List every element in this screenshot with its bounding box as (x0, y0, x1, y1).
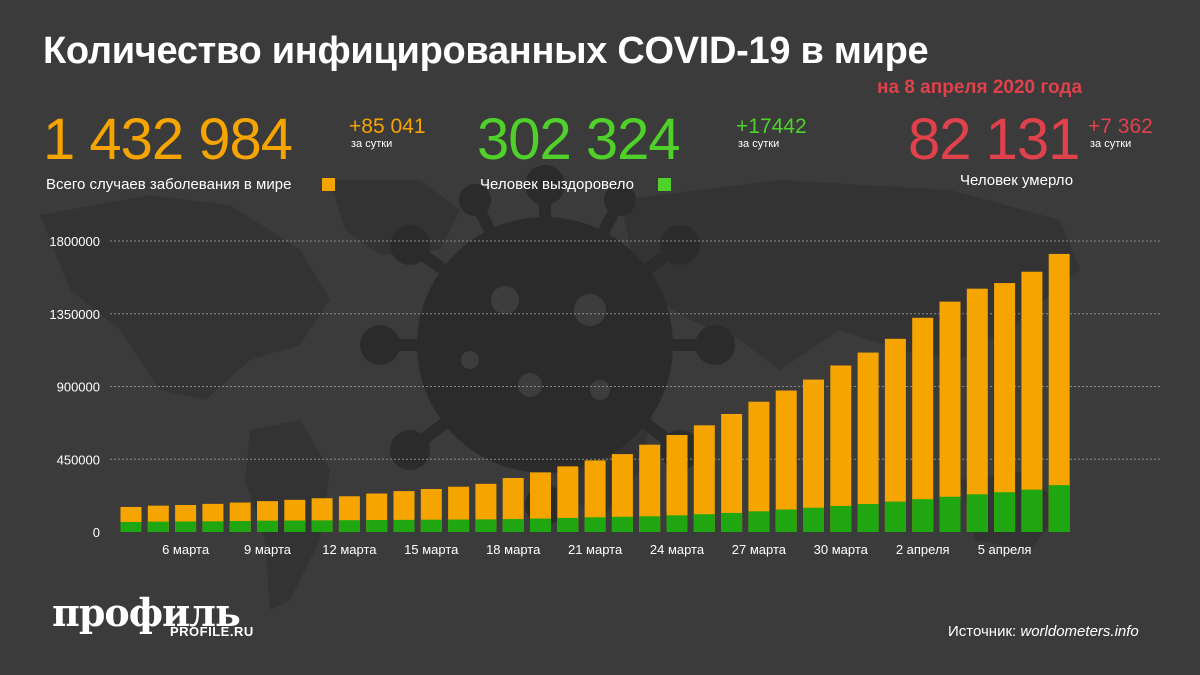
bar-recovered (611, 516, 633, 532)
cases-value: 1 432 984 (43, 107, 293, 172)
bar-recovered (803, 507, 824, 532)
y-tick-label: 1800000 (49, 234, 100, 249)
x-tick-label: 24 марта (650, 542, 705, 557)
recovered-delta: +17442 (736, 115, 807, 138)
bar-recovered (502, 519, 524, 532)
profile-logo-url: PROFILE.RU (170, 624, 254, 639)
bar-cases (748, 401, 770, 532)
cases-delta: +85 041 (349, 115, 426, 138)
recovered-value: 302 324 (477, 107, 681, 172)
deaths-per-day: за сутки (1090, 138, 1132, 150)
bar-cases (584, 460, 606, 532)
bar-recovered (366, 520, 388, 532)
cases-swatch (322, 178, 335, 191)
bar-cases (994, 283, 1016, 532)
x-tick-label: 15 марта (404, 542, 459, 557)
bar-cases (966, 288, 988, 532)
bar-cases (912, 317, 934, 532)
bar-cases (557, 466, 579, 532)
recovered-label: Человек выздоровело (480, 176, 634, 193)
bar-recovered (420, 519, 442, 532)
bar-recovered (393, 519, 415, 532)
x-tick-label: 6 марта (162, 542, 210, 557)
bar-recovered (202, 521, 224, 532)
bar-recovered (1048, 485, 1070, 532)
bar-recovered (884, 501, 906, 532)
recovered-per-day: за сутки (738, 138, 780, 150)
bar-recovered (1021, 489, 1043, 532)
bar-cases (884, 338, 906, 532)
x-tick-label: 9 марта (244, 542, 292, 557)
bar-recovered (475, 519, 497, 532)
bar-recovered (120, 521, 142, 532)
y-tick-label: 1350000 (49, 307, 100, 322)
deaths-delta: +7 362 (1088, 115, 1153, 138)
bar-recovered (584, 517, 606, 532)
bar-recovered (639, 516, 661, 532)
bar-recovered (693, 514, 715, 532)
bar-recovered (830, 505, 852, 532)
x-tick-label: 12 марта (322, 542, 377, 557)
deaths-value: 82 131 (908, 107, 1080, 172)
bar-recovered (284, 520, 306, 532)
bar-recovered (721, 512, 743, 532)
recovered-swatch (658, 178, 671, 191)
bar-recovered (994, 492, 1016, 532)
bar-recovered (147, 521, 169, 532)
bar-recovered (912, 499, 934, 532)
bar-cases (857, 352, 879, 532)
source-label: Источник: (948, 623, 1017, 640)
bar-cases (939, 301, 961, 532)
bar-cases (502, 478, 524, 532)
bar-recovered (775, 509, 797, 532)
bar-cases (830, 365, 852, 532)
x-tick-label: 18 марта (486, 542, 541, 557)
page-subtitle: на 8 апреля 2020 года (877, 77, 1083, 98)
cases-label: Всего случаев заболевания в мире (46, 176, 292, 193)
bar-recovered (748, 511, 770, 532)
source-link[interactable]: worldometers.info (1020, 623, 1139, 640)
page-title: Количество инфицированных COVID-19 в мир… (43, 30, 929, 72)
bar-recovered (448, 519, 470, 532)
coronavirus-icon (360, 165, 735, 525)
bar-recovered (666, 515, 688, 532)
bar-cases (803, 379, 824, 532)
bar-cases (611, 454, 633, 532)
bar-recovered (311, 520, 333, 532)
bar-cases (693, 425, 715, 532)
cases-per-day: за сутки (351, 138, 393, 150)
bar-recovered (257, 520, 278, 532)
source-note: Источник: worldometers.info (948, 623, 1139, 640)
bar-recovered (530, 518, 551, 532)
x-tick-label: 27 марта (732, 542, 787, 557)
bar-recovered (175, 521, 197, 532)
bar-cases (639, 444, 661, 532)
bar-recovered (939, 496, 961, 532)
x-tick-label: 21 марта (568, 542, 623, 557)
y-tick-label: 450000 (57, 452, 100, 467)
deaths-label: Человек умерло (960, 172, 1074, 189)
bar-cases (530, 472, 551, 532)
bar-recovered (338, 520, 360, 532)
bar-recovered (966, 494, 988, 532)
bar-recovered (857, 504, 879, 532)
y-tick-label: 900000 (57, 380, 100, 395)
bar-recovered (229, 521, 251, 532)
y-tick-label: 0 (93, 525, 100, 540)
bar-cases (721, 413, 743, 532)
profile-logo: профиль (52, 590, 241, 635)
bar-cases (666, 435, 688, 532)
bar-cases (775, 390, 797, 532)
bar-cases (1021, 271, 1043, 532)
x-tick-label: 2 апреля (896, 542, 950, 557)
x-tick-label: 5 апреля (978, 542, 1032, 557)
x-tick-label: 30 марта (814, 542, 869, 557)
bar-recovered (557, 517, 579, 532)
bar-cases (1048, 253, 1070, 532)
